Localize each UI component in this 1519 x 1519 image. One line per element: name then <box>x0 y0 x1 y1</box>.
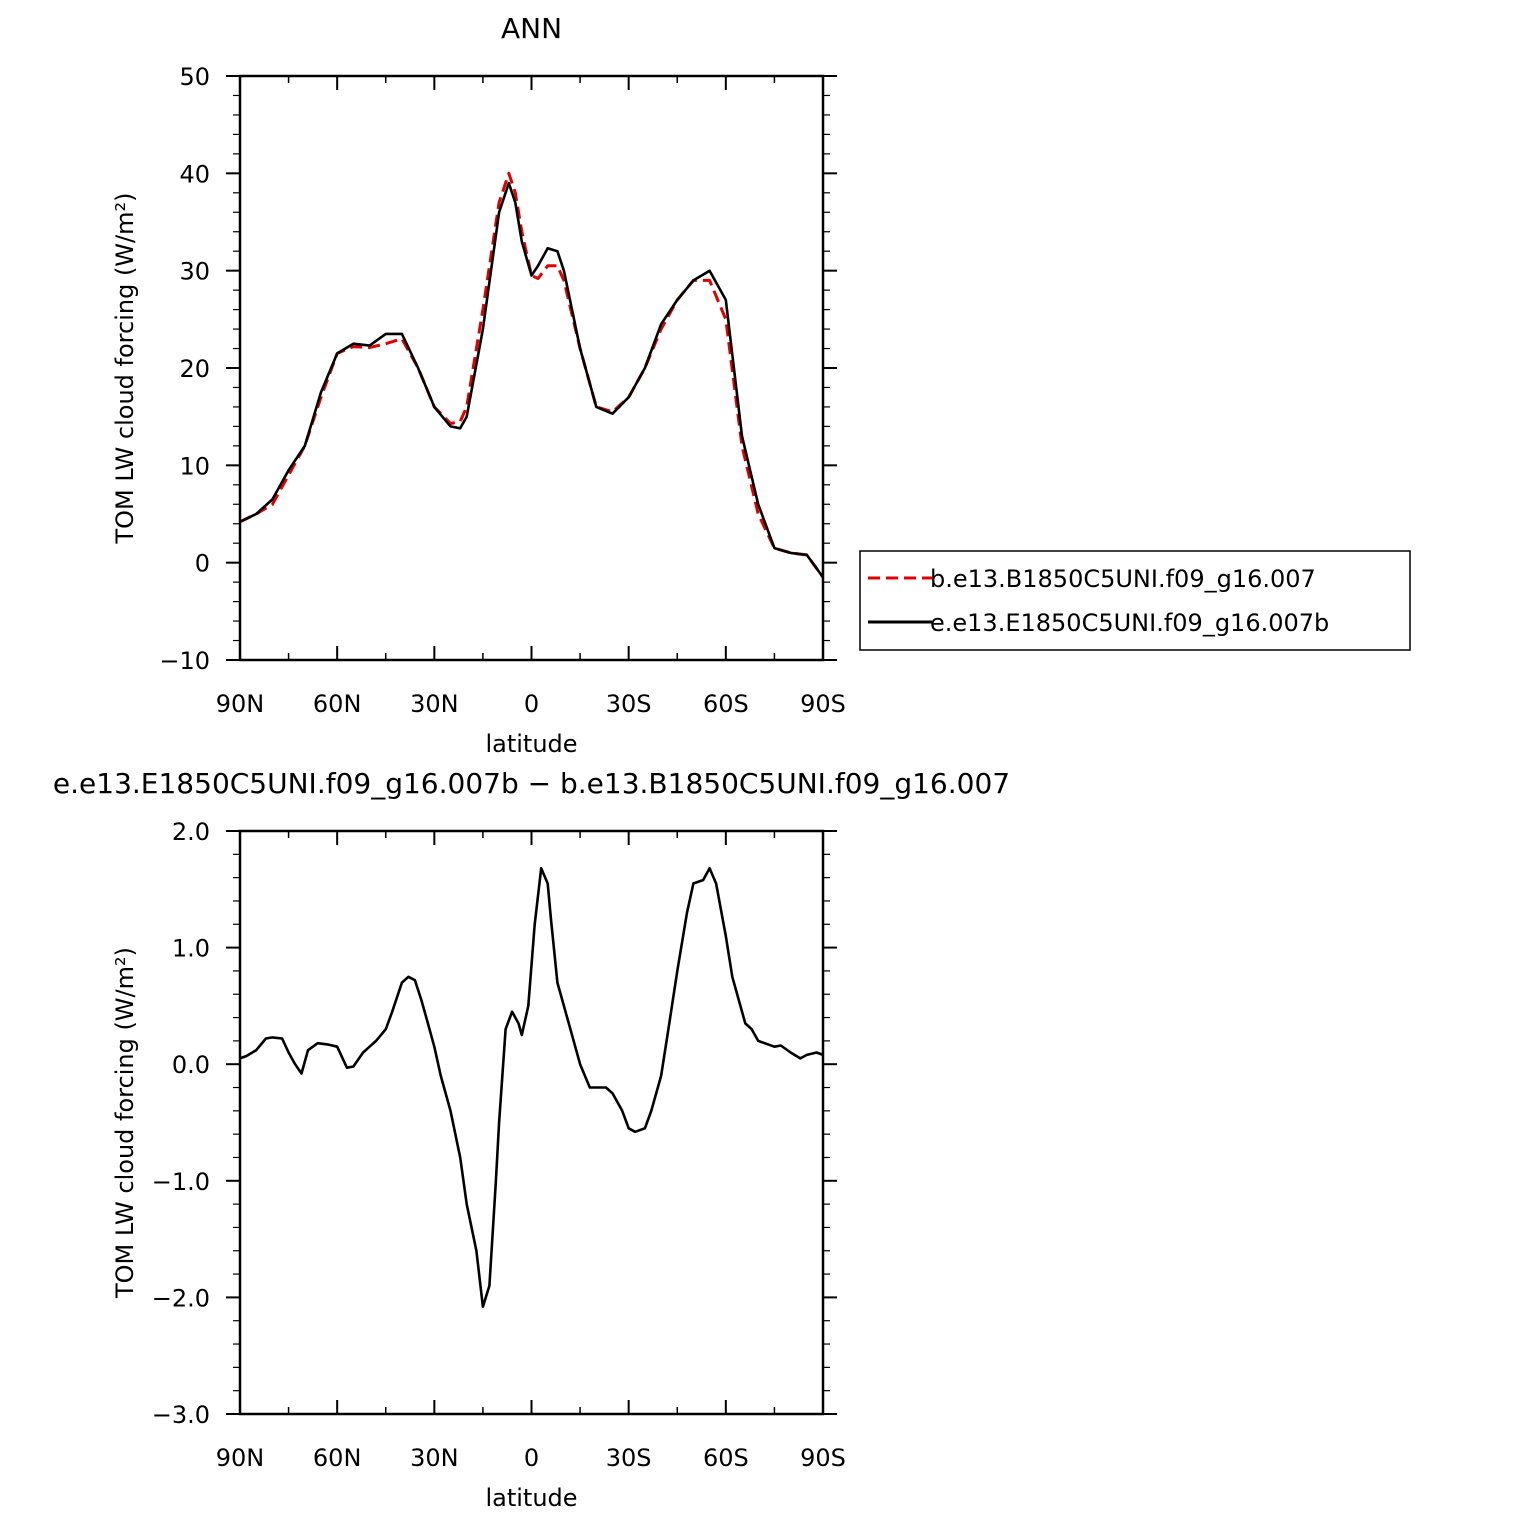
panel1-series-line-0 <box>239 171 825 579</box>
panel2-y-tick-label-2: 0.0 <box>172 1051 210 1079</box>
panel1-x-tick-label-2: 30N <box>410 690 459 718</box>
panel1-plot-frame <box>238 74 825 662</box>
panel2-y-tick-label-1: 1.0 <box>172 935 210 963</box>
panel1-x-tick-label-0: 90N <box>216 690 265 718</box>
panel2-x-tick-label-3: 0 <box>524 1444 539 1472</box>
panel2-x-tick-label-0: 90N <box>216 1444 265 1472</box>
panel1-x-tick-label-5: 60S <box>703 690 749 718</box>
panel1-legend-label-1: e.e13.E1850C5UNI.f09_g16.007b <box>930 609 1329 637</box>
panel2-x-tick-label-4: 30S <box>606 1444 652 1472</box>
panel1-y-tick-label-3: 20 <box>179 355 210 383</box>
panel1-x-axis-label: latitude <box>485 730 577 758</box>
panel2-y-tick-label-5: −3.0 <box>152 1401 210 1429</box>
panel2-y-axis-label: TOM LW cloud forcing (W/m²) <box>111 947 139 1299</box>
panel2-x-axis-label: latitude <box>485 1484 577 1512</box>
panel1-x-tick-label-4: 30S <box>606 690 652 718</box>
panel2-y-tick-label-3: −1.0 <box>152 1168 210 1196</box>
panel1-y-tick-label-5: 0 <box>195 550 210 578</box>
panel1-y-tick-label-6: −10 <box>159 647 210 675</box>
panel2-title: e.e13.E1850C5UNI.f09_g16.007b − b.e13.B1… <box>53 767 1010 800</box>
panel1-y-axis-label: TOM LW cloud forcing (W/m²) <box>111 193 139 545</box>
panel1-x-tick-label-1: 60N <box>313 690 362 718</box>
panel1-series-line-1 <box>239 181 825 579</box>
panel1-y-tick-label-0: 50 <box>179 63 210 91</box>
panel1-x-tick-label-6: 90S <box>800 690 846 718</box>
panel2-x-tick-label-6: 90S <box>800 1444 846 1472</box>
panel2-y-tick-label-0: 2.0 <box>172 818 210 846</box>
panel1-legend-box <box>859 550 1411 651</box>
panel2-series-line-0 <box>239 867 824 1308</box>
panel1-y-tick-label-2: 30 <box>179 258 210 286</box>
panel2-x-tick-label-1: 60N <box>313 1444 362 1472</box>
panel1-y-tick-label-4: 10 <box>179 452 210 480</box>
panel1-x-tick-label-3: 0 <box>524 690 539 718</box>
panel1-legend-label-0: b.e13.B1850C5UNI.f09_g16.007 <box>930 565 1316 593</box>
panel1-y-tick-label-1: 40 <box>179 160 210 188</box>
panel2-x-tick-label-2: 30N <box>410 1444 459 1472</box>
panel2-x-tick-label-5: 60S <box>703 1444 749 1472</box>
panel1-title: ANN <box>501 12 562 45</box>
panel2-plot-frame <box>238 829 825 1416</box>
panel2-y-tick-label-4: −2.0 <box>152 1284 210 1312</box>
